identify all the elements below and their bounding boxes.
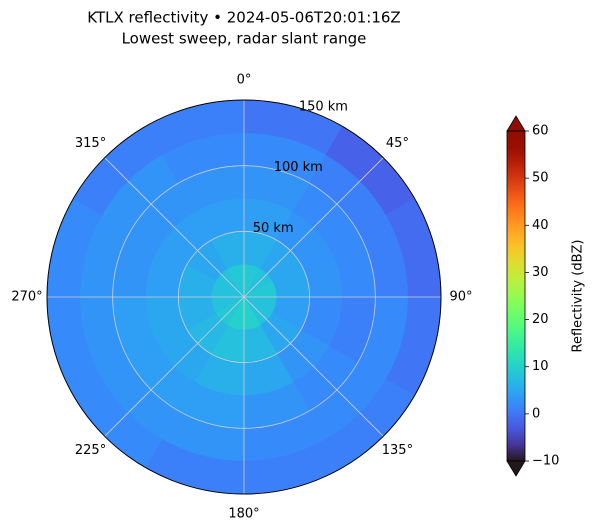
colorbar-extend-min: [506, 460, 526, 477]
azimuth-label: 270°: [11, 290, 42, 305]
azimuth-spoke: [243, 157, 384, 298]
azimuth-label: 45°: [386, 136, 409, 151]
colorbar: −10 0 10 20 30 40 50 60: [506, 115, 559, 477]
colorbar-tick-label: 30: [532, 265, 549, 280]
azimuth-spoke: [243, 296, 384, 437]
colorbar-tick-label: 60: [532, 124, 549, 139]
azimuth-spoke: [104, 157, 245, 298]
azimuth-label: 135°: [382, 443, 413, 458]
colorbar-frame: [506, 130, 526, 462]
range-label: 100 km: [274, 160, 323, 175]
azimuth-label: 315°: [75, 136, 106, 151]
colorbar-tick-label: 40: [532, 218, 549, 233]
range-label: 50 km: [253, 221, 294, 236]
colorbar-tick-label: −10: [532, 454, 559, 469]
azimuth-label: 90°: [449, 290, 472, 305]
colorbar-label: Reflectivity (dBZ): [571, 240, 586, 353]
chart-subtitle: Lowest sweep, radar slant range: [122, 30, 367, 48]
colorbar-tick-label: 20: [532, 312, 549, 327]
range-label: 150 km: [299, 99, 348, 114]
colorbar-extend-max: [506, 115, 526, 132]
colorbar-tick-label: 10: [532, 359, 549, 374]
chart-title: KTLX reflectivity • 2024-05-06T20:01:16Z: [87, 9, 400, 27]
colorbar-tick-label: 0: [532, 406, 540, 421]
polar-grid: 50 km 100 km 150 km 0° 45° 90° 135° 180° 225° 270…: [11, 73, 472, 522]
azimuth-label: 225°: [75, 443, 106, 458]
azimuth-spoke: [104, 296, 245, 437]
azimuth-label: 0°: [237, 73, 252, 88]
colorbar-tick-label: 50: [532, 171, 549, 186]
colorbar-scale: [507, 131, 525, 461]
polar-frame: [46, 99, 442, 495]
azimuth-label: 180°: [228, 507, 259, 522]
